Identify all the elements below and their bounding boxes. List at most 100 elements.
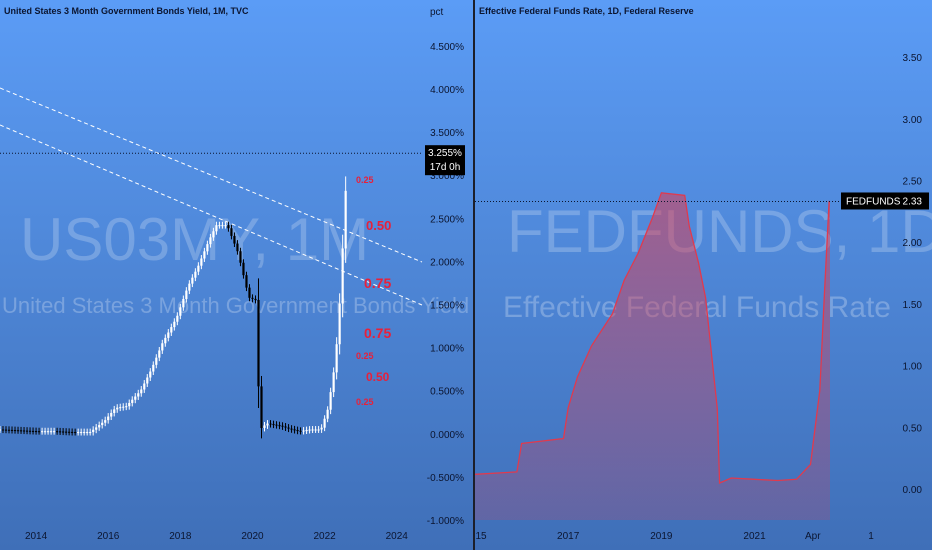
rate-hike-annotation: 0.50: [366, 370, 390, 384]
candle-body: [170, 327, 173, 333]
y-tick-label: 2.500%: [430, 214, 464, 225]
candle-body: [131, 399, 134, 403]
left-chart-panel[interactable]: US03MY, 1M United States 3 Month Governme…: [0, 0, 473, 550]
candle-body: [71, 431, 74, 433]
candle-body: [227, 225, 230, 229]
y-tick-label: -0.500%: [427, 473, 464, 484]
candle-body: [341, 248, 344, 304]
candle-body: [140, 389, 143, 394]
candle-body: [242, 262, 245, 276]
y-tick-label: 4.000%: [430, 85, 464, 96]
rate-hike-annotation: 0.75: [364, 275, 391, 291]
candle-body: [89, 432, 92, 434]
candle-body: [182, 298, 185, 308]
countdown-label: 17d 0h: [430, 162, 461, 173]
candle-body: [95, 427, 98, 430]
candle-body: [278, 425, 281, 427]
candle-body: [206, 244, 209, 252]
candle-body: [101, 422, 104, 426]
candle-body: [80, 432, 83, 434]
candle-body: [296, 430, 299, 432]
x-tick-label: 15: [475, 531, 487, 542]
candle-body: [0, 429, 2, 431]
candle-body: [269, 423, 272, 425]
candle-body: [236, 243, 239, 252]
candle-body: [248, 287, 251, 298]
candle-body: [1, 429, 5, 431]
candle-body: [92, 429, 95, 433]
rate-hike-annotation: 0.75: [364, 325, 391, 341]
candle-body: [107, 416, 110, 421]
candle-body: [338, 303, 341, 345]
candle-body: [254, 298, 257, 300]
candle-body: [257, 299, 260, 387]
candle-body: [320, 427, 323, 430]
x-tick-label: 2019: [650, 531, 673, 542]
candle-body: [98, 425, 101, 428]
candle-body: [143, 383, 146, 390]
y-tick-label: 3.500%: [430, 128, 464, 139]
candle-body: [314, 429, 317, 431]
candle-body: [224, 225, 227, 227]
candle-body: [37, 431, 41, 433]
candle-body: [266, 423, 269, 426]
candle-body: [302, 430, 305, 432]
candle-body: [25, 430, 29, 432]
x-tick-label: 2024: [386, 531, 409, 542]
candle-body: [146, 377, 149, 384]
candle-body: [19, 430, 23, 432]
candle-body: [326, 409, 329, 419]
candle-body: [209, 237, 212, 245]
candle-body: [332, 372, 335, 393]
y-tick-label: 1.000%: [430, 344, 464, 355]
candle-body: [272, 424, 275, 426]
candle-body: [53, 431, 56, 433]
series-line: [475, 192, 830, 484]
candle-body: [68, 431, 71, 433]
y-tick-label: -1.000%: [427, 516, 464, 527]
candle-body: [194, 271, 197, 278]
candle-body: [49, 431, 53, 433]
rate-hike-annotation: 0.25: [356, 175, 374, 185]
y-tick-label: 3.50: [903, 53, 923, 64]
y-tick-label: 0.00: [903, 485, 923, 496]
candle-body: [305, 430, 308, 432]
y-tick-label: 0.000%: [430, 430, 464, 441]
candle-body: [155, 357, 158, 365]
candle-body: [215, 225, 218, 232]
candle-body: [83, 432, 86, 434]
right-chart-title: Effective Federal Funds Rate, 1D, Federa…: [479, 6, 694, 16]
candle-body: [203, 251, 206, 259]
x-tick-label: 2021: [743, 531, 766, 542]
y-tick-label: 0.50: [903, 423, 923, 434]
candle-body: [230, 228, 233, 236]
y-tick-label: 3.000%: [430, 171, 464, 182]
candle-body: [212, 231, 215, 238]
candle-body: [28, 430, 32, 432]
candle-body: [158, 350, 161, 358]
candle-body: [176, 315, 179, 322]
candle-body: [22, 430, 26, 432]
candle-body: [344, 190, 347, 249]
x-tick-label: 2022: [313, 531, 336, 542]
candle-body: [185, 290, 188, 299]
rate-hike-annotation: 0.50: [366, 218, 391, 233]
candle-body: [251, 297, 254, 299]
candle-body: [323, 418, 326, 428]
candle-body: [128, 402, 131, 407]
left-unit-label: pct: [430, 7, 444, 18]
value-tag-value: 2.33: [903, 196, 923, 207]
candle-body: [74, 432, 77, 434]
candle-body: [161, 343, 164, 351]
candle-body: [122, 406, 125, 408]
candle-body: [134, 396, 137, 400]
candle-body: [104, 420, 107, 423]
watermark-description: United States 3 Month Government Bonds Y…: [2, 293, 469, 318]
panel-divider[interactable]: [473, 0, 475, 550]
x-tick-label: 2017: [557, 531, 580, 542]
left-chart-title: United States 3 Month Government Bonds Y…: [4, 6, 249, 16]
left-chart-canvas[interactable]: US03MY, 1M United States 3 Month Governme…: [0, 0, 473, 550]
